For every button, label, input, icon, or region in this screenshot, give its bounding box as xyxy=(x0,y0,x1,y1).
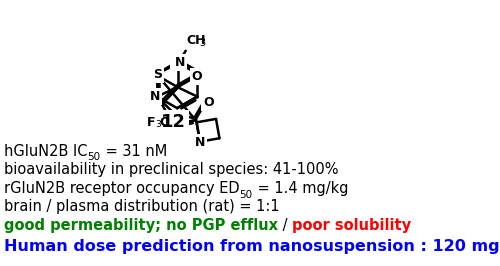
Text: F: F xyxy=(147,116,156,129)
Text: 50: 50 xyxy=(88,152,101,163)
Text: poor solubility: poor solubility xyxy=(292,218,411,233)
Text: S: S xyxy=(154,68,162,81)
Text: Human dose prediction from nanosuspension : 120 mg: Human dose prediction from nanosuspensio… xyxy=(4,239,500,254)
Text: 3: 3 xyxy=(155,120,161,129)
Text: 3: 3 xyxy=(200,38,206,48)
Text: O: O xyxy=(203,96,214,109)
Text: 12: 12 xyxy=(161,113,186,131)
Text: N: N xyxy=(174,56,185,69)
Text: hGluN2B IC: hGluN2B IC xyxy=(4,144,87,159)
Text: = 1.4 mg/kg: = 1.4 mg/kg xyxy=(253,181,348,196)
Text: = 31 nM: = 31 nM xyxy=(100,144,167,159)
Text: N: N xyxy=(150,90,160,103)
Text: good permeability; no PGP efflux: good permeability; no PGP efflux xyxy=(4,218,278,233)
Text: N: N xyxy=(172,55,182,68)
Text: O: O xyxy=(192,70,202,83)
Text: C: C xyxy=(159,116,168,129)
Text: /: / xyxy=(278,218,292,233)
Text: brain / plasma distribution (rat) = 1:1: brain / plasma distribution (rat) = 1:1 xyxy=(4,200,280,214)
Text: CH: CH xyxy=(186,34,206,47)
Text: rGluN2B receptor occupancy ED: rGluN2B receptor occupancy ED xyxy=(4,181,240,196)
Text: 50: 50 xyxy=(240,190,253,200)
Text: N: N xyxy=(195,136,205,149)
Text: bioavailability in preclinical species: 41-100%: bioavailability in preclinical species: … xyxy=(4,162,338,177)
